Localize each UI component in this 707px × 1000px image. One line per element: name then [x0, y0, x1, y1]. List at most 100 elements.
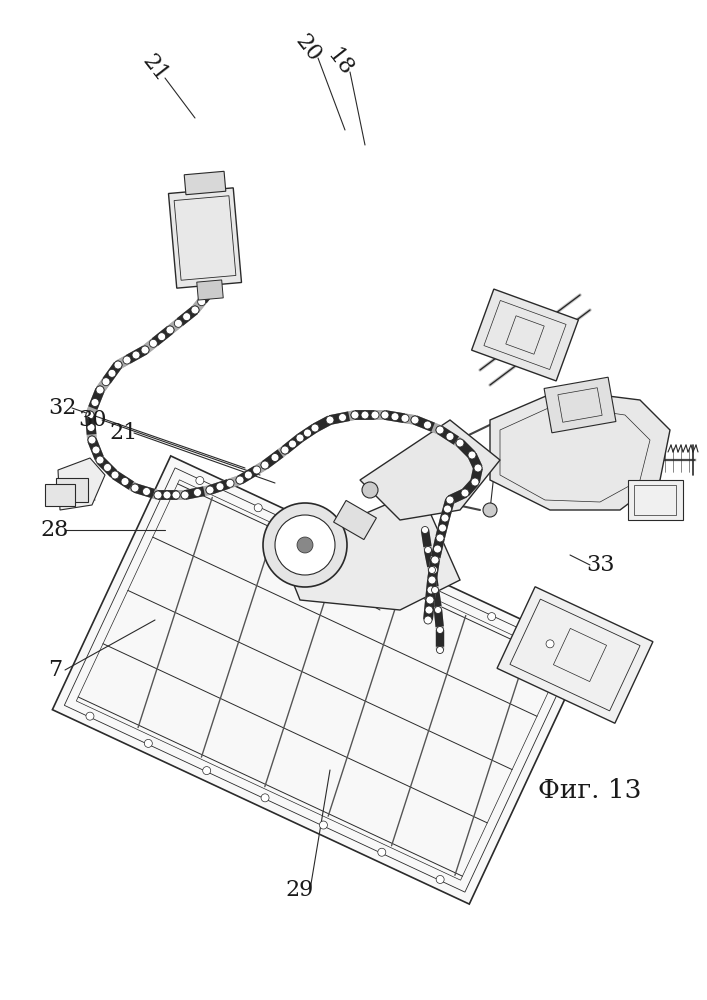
Circle shape	[144, 739, 152, 747]
Circle shape	[86, 712, 94, 720]
Circle shape	[206, 486, 214, 494]
Circle shape	[362, 482, 378, 498]
Circle shape	[172, 491, 180, 499]
Circle shape	[149, 339, 158, 347]
Circle shape	[297, 537, 313, 553]
Circle shape	[339, 414, 346, 422]
Circle shape	[436, 875, 444, 883]
Circle shape	[121, 478, 129, 486]
Circle shape	[96, 386, 104, 394]
Circle shape	[163, 491, 171, 499]
Circle shape	[261, 461, 269, 469]
Circle shape	[88, 436, 96, 444]
Circle shape	[132, 351, 140, 359]
Circle shape	[111, 471, 119, 479]
Polygon shape	[45, 484, 75, 506]
Polygon shape	[185, 171, 226, 195]
Circle shape	[288, 440, 296, 448]
Circle shape	[411, 416, 419, 424]
Text: 32: 32	[48, 397, 76, 419]
Circle shape	[468, 451, 476, 459]
Text: 30: 30	[78, 409, 106, 431]
Circle shape	[424, 546, 431, 554]
Circle shape	[320, 821, 327, 829]
Circle shape	[429, 566, 438, 574]
Circle shape	[378, 848, 386, 856]
Circle shape	[263, 503, 347, 587]
Text: 29: 29	[286, 879, 314, 901]
Circle shape	[198, 298, 206, 306]
Circle shape	[411, 416, 419, 424]
Circle shape	[131, 484, 139, 492]
Text: 18: 18	[322, 44, 358, 80]
Circle shape	[275, 515, 335, 575]
Polygon shape	[472, 289, 578, 381]
Circle shape	[401, 414, 409, 422]
Circle shape	[436, 626, 443, 634]
Circle shape	[281, 446, 289, 454]
Circle shape	[158, 333, 165, 341]
Polygon shape	[58, 458, 105, 510]
Text: 21: 21	[138, 50, 173, 86]
Circle shape	[216, 483, 224, 491]
Circle shape	[143, 488, 151, 495]
Circle shape	[431, 556, 439, 564]
Circle shape	[456, 439, 464, 447]
Circle shape	[154, 491, 162, 499]
Polygon shape	[334, 500, 376, 540]
Text: 7: 7	[48, 659, 62, 681]
Circle shape	[436, 534, 444, 542]
Circle shape	[131, 484, 139, 492]
Circle shape	[141, 346, 149, 354]
Circle shape	[428, 576, 436, 584]
Circle shape	[111, 471, 119, 479]
Circle shape	[483, 503, 497, 517]
Circle shape	[296, 434, 304, 442]
Circle shape	[166, 326, 174, 334]
Circle shape	[427, 586, 435, 594]
Circle shape	[196, 477, 204, 485]
Text: 20: 20	[291, 30, 325, 66]
Circle shape	[424, 616, 432, 624]
Circle shape	[175, 319, 182, 327]
Circle shape	[303, 429, 312, 437]
Circle shape	[261, 461, 269, 469]
Circle shape	[96, 456, 104, 464]
Circle shape	[194, 488, 201, 496]
Circle shape	[236, 476, 244, 484]
Circle shape	[103, 464, 112, 472]
Circle shape	[182, 313, 191, 321]
Circle shape	[428, 566, 436, 574]
Polygon shape	[628, 480, 682, 520]
Circle shape	[326, 416, 334, 424]
Circle shape	[86, 411, 94, 419]
Circle shape	[91, 398, 99, 406]
Text: Фиг. 13: Фиг. 13	[538, 778, 642, 802]
Circle shape	[102, 378, 110, 386]
Circle shape	[546, 640, 554, 648]
Circle shape	[474, 464, 482, 472]
Circle shape	[92, 446, 100, 454]
Circle shape	[438, 524, 447, 532]
Circle shape	[154, 491, 162, 499]
Circle shape	[436, 426, 444, 434]
Circle shape	[488, 613, 496, 621]
Circle shape	[391, 413, 399, 421]
Circle shape	[296, 434, 304, 442]
Circle shape	[474, 464, 482, 472]
Circle shape	[428, 576, 436, 584]
Circle shape	[108, 369, 116, 377]
Circle shape	[206, 486, 214, 494]
Circle shape	[96, 386, 104, 394]
Circle shape	[326, 416, 334, 424]
Circle shape	[441, 514, 449, 522]
Polygon shape	[280, 490, 460, 610]
Circle shape	[88, 436, 96, 444]
Circle shape	[271, 454, 279, 462]
Circle shape	[252, 466, 261, 474]
Circle shape	[433, 545, 441, 553]
Circle shape	[86, 411, 94, 419]
Circle shape	[421, 526, 428, 534]
Circle shape	[371, 558, 379, 566]
Circle shape	[446, 496, 454, 504]
